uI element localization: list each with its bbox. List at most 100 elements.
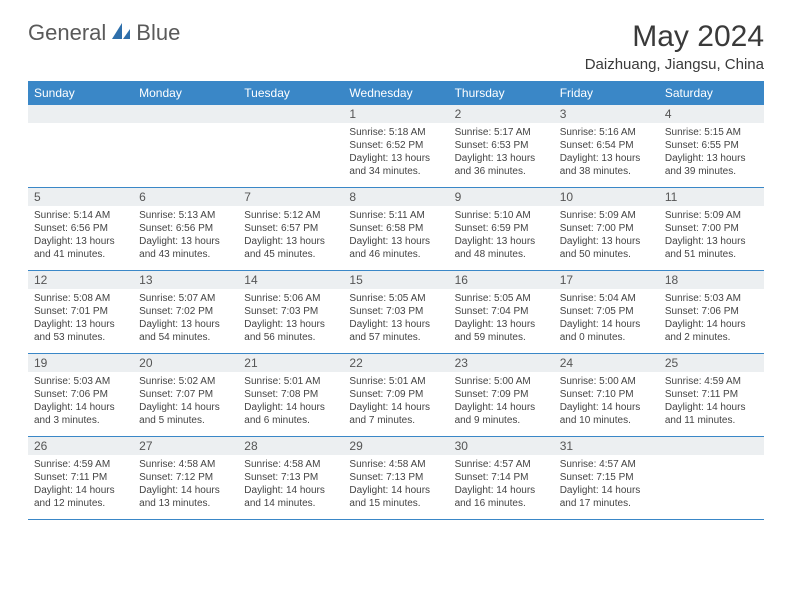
day-line: and 6 minutes. xyxy=(244,414,337,427)
day-detail: Sunrise: 5:07 AMSunset: 7:02 PMDaylight:… xyxy=(133,289,238,349)
day-line: Sunrise: 5:01 AM xyxy=(244,375,337,388)
day-line: Sunrise: 5:00 AM xyxy=(560,375,653,388)
day-number: 17 xyxy=(554,271,659,289)
day-detail: Sunrise: 5:01 AMSunset: 7:08 PMDaylight:… xyxy=(238,372,343,432)
day-number: 15 xyxy=(343,271,448,289)
day-detail: Sunrise: 4:58 AMSunset: 7:13 PMDaylight:… xyxy=(238,455,343,515)
day-line: Daylight: 14 hours xyxy=(560,401,653,414)
day-line: Sunset: 7:11 PM xyxy=(665,388,758,401)
weeks-container: 1Sunrise: 5:18 AMSunset: 6:52 PMDaylight… xyxy=(28,105,764,520)
day-detail: Sunrise: 5:16 AMSunset: 6:54 PMDaylight:… xyxy=(554,123,659,183)
day-detail: Sunrise: 5:09 AMSunset: 7:00 PMDaylight:… xyxy=(659,206,764,266)
day-line: Sunrise: 5:01 AM xyxy=(349,375,442,388)
day-line: and 10 minutes. xyxy=(560,414,653,427)
day-number: 14 xyxy=(238,271,343,289)
day-line: and 11 minutes. xyxy=(665,414,758,427)
day-line: and 3 minutes. xyxy=(34,414,127,427)
day-line: and 43 minutes. xyxy=(139,248,232,261)
day-line: Sunset: 7:03 PM xyxy=(349,305,442,318)
day-line: Sunrise: 4:58 AM xyxy=(139,458,232,471)
day-number: 23 xyxy=(449,354,554,372)
day-number: 11 xyxy=(659,188,764,206)
day-line: Sunrise: 5:02 AM xyxy=(139,375,232,388)
day-line: and 14 minutes. xyxy=(244,497,337,510)
day-line: Sunset: 7:15 PM xyxy=(560,471,653,484)
day-line: and 9 minutes. xyxy=(455,414,548,427)
day-line: Daylight: 14 hours xyxy=(244,484,337,497)
day-cell xyxy=(659,437,764,519)
day-line: Daylight: 13 hours xyxy=(244,235,337,248)
day-detail: Sunrise: 5:00 AMSunset: 7:09 PMDaylight:… xyxy=(449,372,554,432)
location: Daizhuang, Jiangsu, China xyxy=(585,56,764,73)
day-line: Sunset: 7:00 PM xyxy=(560,222,653,235)
day-detail: Sunrise: 5:03 AMSunset: 7:06 PMDaylight:… xyxy=(659,289,764,349)
day-line: Sunrise: 5:05 AM xyxy=(455,292,548,305)
day-line: Daylight: 14 hours xyxy=(244,401,337,414)
day-number: 26 xyxy=(28,437,133,455)
day-line: Daylight: 13 hours xyxy=(139,235,232,248)
day-line: Sunset: 6:53 PM xyxy=(455,139,548,152)
sail-icon xyxy=(110,21,132,46)
day-cell: 14Sunrise: 5:06 AMSunset: 7:03 PMDayligh… xyxy=(238,271,343,353)
day-detail: Sunrise: 4:58 AMSunset: 7:13 PMDaylight:… xyxy=(343,455,448,515)
day-line: Sunrise: 4:57 AM xyxy=(455,458,548,471)
logo-text-1: General xyxy=(28,20,106,46)
weekday-tue: Tuesday xyxy=(238,81,343,105)
day-cell: 7 Sunrise: 5:12 AMSunset: 6:57 PMDaylight… xyxy=(238,188,343,270)
day-line: and 0 minutes. xyxy=(560,331,653,344)
weekday-fri: Friday xyxy=(554,81,659,105)
day-detail: Sunrise: 5:18 AMSunset: 6:52 PMDaylight:… xyxy=(343,123,448,183)
day-line: Sunset: 7:09 PM xyxy=(455,388,548,401)
day-line: Sunset: 6:57 PM xyxy=(244,222,337,235)
day-line: Sunrise: 5:03 AM xyxy=(34,375,127,388)
day-line: and 34 minutes. xyxy=(349,165,442,178)
day-number xyxy=(238,105,343,123)
day-line: Sunset: 6:55 PM xyxy=(665,139,758,152)
day-line: Sunset: 7:06 PM xyxy=(665,305,758,318)
day-detail xyxy=(28,123,133,131)
day-detail: Sunrise: 5:06 AMSunset: 7:03 PMDaylight:… xyxy=(238,289,343,349)
day-line: Daylight: 14 hours xyxy=(34,484,127,497)
day-line: Sunset: 7:10 PM xyxy=(560,388,653,401)
day-line: Sunset: 7:09 PM xyxy=(349,388,442,401)
day-line: Sunrise: 5:05 AM xyxy=(349,292,442,305)
day-line: and 36 minutes. xyxy=(455,165,548,178)
day-line: Sunset: 7:02 PM xyxy=(139,305,232,318)
day-line: Sunset: 7:03 PM xyxy=(244,305,337,318)
day-cell: 16Sunrise: 5:05 AMSunset: 7:04 PMDayligh… xyxy=(449,271,554,353)
day-line: and 46 minutes. xyxy=(349,248,442,261)
day-line: Daylight: 14 hours xyxy=(665,401,758,414)
day-number: 7 xyxy=(238,188,343,206)
day-number: 21 xyxy=(238,354,343,372)
day-line: Sunset: 7:13 PM xyxy=(349,471,442,484)
day-number: 27 xyxy=(133,437,238,455)
day-detail: Sunrise: 4:59 AMSunset: 7:11 PMDaylight:… xyxy=(28,455,133,515)
day-number: 22 xyxy=(343,354,448,372)
day-detail: Sunrise: 5:10 AMSunset: 6:59 PMDaylight:… xyxy=(449,206,554,266)
day-detail: Sunrise: 5:04 AMSunset: 7:05 PMDaylight:… xyxy=(554,289,659,349)
day-line: Sunrise: 5:08 AM xyxy=(34,292,127,305)
day-line: Daylight: 14 hours xyxy=(560,318,653,331)
day-number: 6 xyxy=(133,188,238,206)
day-line: Daylight: 13 hours xyxy=(560,235,653,248)
day-line: Daylight: 13 hours xyxy=(455,235,548,248)
day-cell: 30Sunrise: 4:57 AMSunset: 7:14 PMDayligh… xyxy=(449,437,554,519)
day-line: Sunset: 6:54 PM xyxy=(560,139,653,152)
day-cell: 5Sunrise: 5:14 AMSunset: 6:56 PMDaylight… xyxy=(28,188,133,270)
day-cell: 23Sunrise: 5:00 AMSunset: 7:09 PMDayligh… xyxy=(449,354,554,436)
day-number: 10 xyxy=(554,188,659,206)
day-line: Daylight: 14 hours xyxy=(139,401,232,414)
day-line: Sunrise: 5:12 AM xyxy=(244,209,337,222)
day-line: Sunrise: 5:09 AM xyxy=(560,209,653,222)
day-detail: Sunrise: 5:09 AMSunset: 7:00 PMDaylight:… xyxy=(554,206,659,266)
day-line: Daylight: 13 hours xyxy=(665,152,758,165)
day-line: and 54 minutes. xyxy=(139,331,232,344)
day-line: Daylight: 13 hours xyxy=(349,152,442,165)
day-line: Sunset: 7:11 PM xyxy=(34,471,127,484)
day-number: 13 xyxy=(133,271,238,289)
day-number: 5 xyxy=(28,188,133,206)
day-line: Daylight: 13 hours xyxy=(349,235,442,248)
day-line: Daylight: 13 hours xyxy=(455,318,548,331)
day-cell: 19Sunrise: 5:03 AMSunset: 7:06 PMDayligh… xyxy=(28,354,133,436)
day-line: Sunrise: 5:17 AM xyxy=(455,126,548,139)
